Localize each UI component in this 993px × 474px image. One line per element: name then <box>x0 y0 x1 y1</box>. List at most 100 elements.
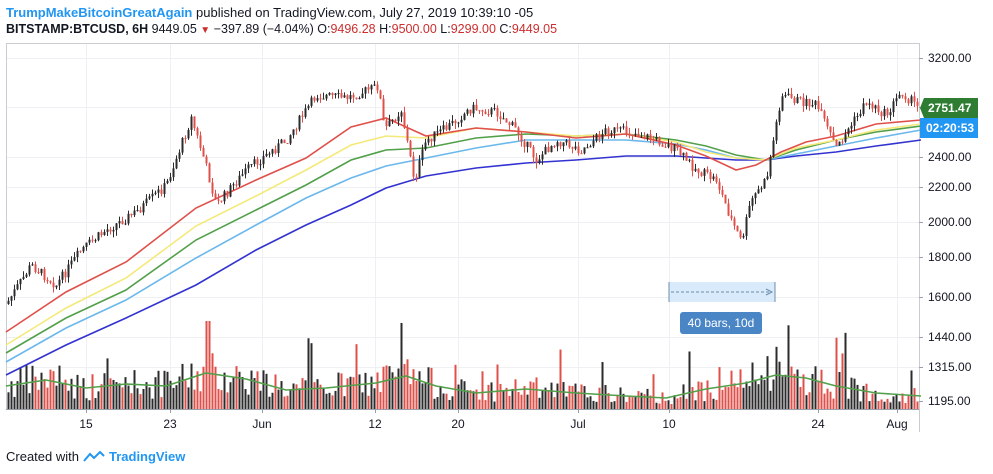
volume-bar <box>754 379 757 409</box>
candle-body <box>316 98 319 101</box>
candle-body <box>580 153 583 155</box>
volume-bar <box>790 366 793 409</box>
volume-bar <box>22 384 25 409</box>
candle-body <box>79 250 82 252</box>
volume-bar <box>241 377 244 409</box>
candle-body <box>640 136 643 138</box>
candle-body <box>763 179 766 189</box>
candle-body <box>409 140 412 157</box>
candle-body <box>907 99 910 104</box>
volume-bar <box>286 395 289 409</box>
volume-bar <box>385 365 388 409</box>
volume-bar <box>49 369 52 409</box>
candle-body <box>418 160 421 177</box>
candle-body <box>493 108 496 110</box>
candle-body <box>472 104 475 114</box>
candle-body <box>370 85 373 90</box>
measure-tool[interactable]: 40 bars, 10d <box>668 282 776 334</box>
volume-bar <box>778 361 781 409</box>
volume-bar <box>865 383 868 409</box>
candle-body <box>166 180 169 184</box>
candle-body <box>286 143 289 145</box>
volume-bar <box>130 393 133 409</box>
volume-bar <box>472 391 475 409</box>
volume-bar <box>559 349 562 409</box>
volume-bar <box>409 384 412 409</box>
candle-body <box>736 225 739 232</box>
candle-body <box>502 118 505 120</box>
candle-body <box>895 98 898 102</box>
volume-bar <box>631 397 634 409</box>
candle-body <box>787 93 790 96</box>
price-tick-label: 1315.00 <box>928 360 972 374</box>
candle-body <box>637 133 640 138</box>
volume-bar <box>256 371 259 409</box>
volume-bar <box>700 382 703 409</box>
candle-body <box>154 192 157 194</box>
candle-body <box>388 120 391 127</box>
volume-bar <box>892 396 895 409</box>
volume-bar <box>46 387 49 409</box>
candle-body <box>358 97 361 100</box>
candle-body <box>301 115 304 117</box>
candle-body <box>865 103 868 105</box>
close-label: C: <box>499 22 512 36</box>
candle-body <box>280 139 283 144</box>
volume-bar <box>667 400 670 409</box>
volume-bar <box>376 372 379 409</box>
volume-bar <box>835 337 838 409</box>
volume-bar <box>466 390 469 409</box>
volume-bar <box>748 386 751 409</box>
close-value: 9449.05 <box>511 22 558 36</box>
candle-body <box>748 205 751 218</box>
candle-body <box>331 92 334 95</box>
volume-bar <box>871 393 874 409</box>
candle-body <box>769 157 772 177</box>
volume-bar <box>232 377 235 409</box>
candle-body <box>151 193 154 197</box>
volume-bar <box>643 394 646 409</box>
candle-body <box>676 144 679 149</box>
change-value: −397.89 (−4.04%) <box>213 22 314 36</box>
footer: Created with TradingView <box>6 449 185 464</box>
price-pane[interactable] <box>6 43 920 410</box>
volume-bar <box>370 376 373 409</box>
candle-body <box>64 271 67 278</box>
volume-bar <box>226 392 229 409</box>
volume-bars <box>5 321 922 409</box>
volume-bar <box>442 393 445 409</box>
countdown-tag: 02:20:53 <box>920 118 978 138</box>
volume-bar <box>910 370 913 409</box>
price-tag: 2751.47 <box>920 98 978 118</box>
candle-body <box>487 114 490 116</box>
volume-bar <box>448 399 451 409</box>
volume-bar <box>691 387 694 409</box>
volume-bar <box>751 362 754 409</box>
volume-bar <box>517 392 520 409</box>
candle-body <box>172 168 175 178</box>
candle-body <box>916 101 919 106</box>
candle-body <box>94 240 97 242</box>
volume-bar <box>499 383 502 409</box>
candle-body <box>781 96 784 111</box>
candle-body <box>379 90 382 99</box>
candle-body <box>532 147 535 158</box>
time-tick-label: Jun <box>252 417 271 431</box>
author-name[interactable]: TrumpMakeBitcoinGreatAgain <box>6 5 193 20</box>
candle-body <box>817 100 820 110</box>
tradingview-brand[interactable]: TradingView <box>108 449 186 464</box>
volume-bar <box>109 378 112 409</box>
candle-body <box>685 152 688 161</box>
volume-bar <box>406 359 409 409</box>
volume-bar <box>484 400 487 409</box>
volume-bar <box>154 377 157 409</box>
price-tick-label: 3200.00 <box>928 51 972 65</box>
candle-body <box>652 139 655 141</box>
candle-body <box>814 100 817 106</box>
candle-body <box>847 128 850 135</box>
candle-body <box>184 137 187 139</box>
candle-body <box>40 268 43 274</box>
candle-body <box>193 116 196 129</box>
candle-body <box>649 134 652 140</box>
